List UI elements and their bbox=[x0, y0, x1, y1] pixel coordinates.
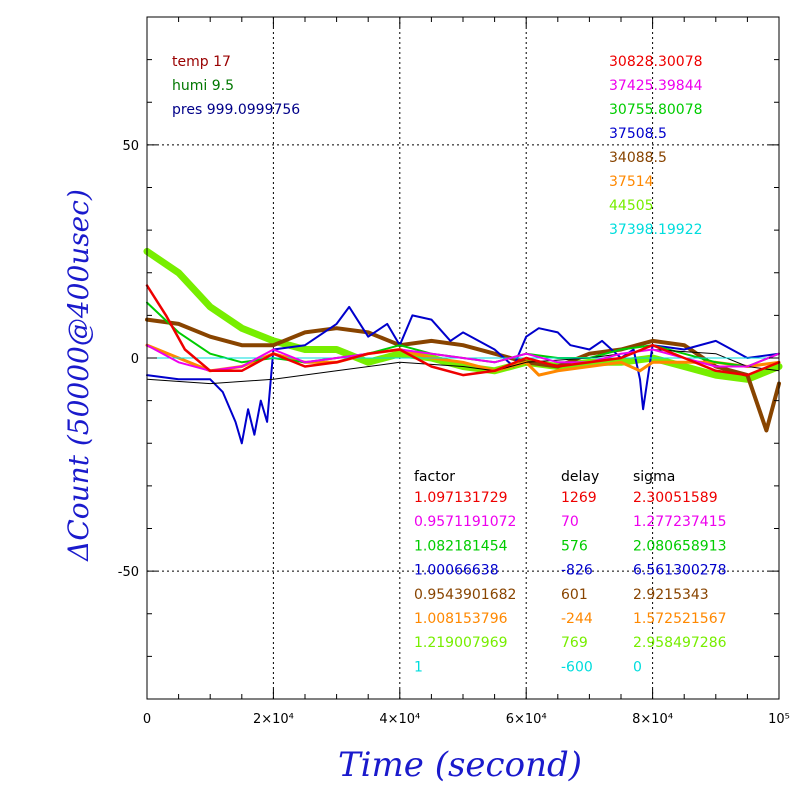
tick-labels: 0 2×10⁴ 4×10⁴ 6×10⁴ 8×10⁴ 10⁵ 50 0 -50 bbox=[118, 139, 790, 727]
table-cell-delay: 1269 bbox=[561, 490, 597, 506]
count-annotation: 34088.5 bbox=[609, 150, 667, 166]
x-tick-label: 0 bbox=[143, 712, 151, 727]
y-tick-label: 0 bbox=[131, 352, 139, 367]
env-annotation: pres 999.0999756 bbox=[172, 102, 300, 118]
table-cell-delay: -600 bbox=[561, 659, 593, 675]
series-group bbox=[143, 247, 783, 445]
table-cell-sigma: 6.561300278 bbox=[633, 563, 727, 579]
table-cell-delay: -244 bbox=[561, 611, 593, 627]
annotations: temp 17 humi 9.5 pres 999.0999756 30828.300… bbox=[172, 54, 727, 675]
series-line-7 bbox=[146, 344, 780, 372]
series-line-1 bbox=[145, 317, 781, 433]
count-annotation: 37425.39844 bbox=[609, 78, 703, 94]
count-annotation: 37514 bbox=[609, 174, 654, 190]
table-cell-delay: 576 bbox=[561, 538, 588, 554]
x-tick-label: 8×10⁴ bbox=[632, 712, 673, 727]
table-cell-factor: 1.008153796 bbox=[414, 611, 508, 627]
table-cell-factor: 1.082181454 bbox=[414, 538, 508, 554]
table-cell-sigma: 1.572521567 bbox=[633, 611, 727, 627]
table-cell-factor: 1 bbox=[414, 659, 423, 675]
table-cell-factor: 0.9571191072 bbox=[414, 514, 516, 530]
table-cell-sigma: 0 bbox=[633, 659, 642, 675]
x-tick-label: 6×10⁴ bbox=[506, 712, 547, 727]
table-cell-factor: 0.9543901682 bbox=[414, 587, 516, 603]
x-tick-label: 10⁵ bbox=[768, 712, 790, 727]
x-tick-label: 4×10⁴ bbox=[379, 712, 420, 727]
y-tick-label: -50 bbox=[118, 565, 139, 580]
table-cell-delay: 70 bbox=[561, 514, 579, 530]
count-annotation: 44505 bbox=[609, 198, 654, 214]
table-header-delay: delay bbox=[561, 469, 599, 485]
table-cell-factor: 1.097131729 bbox=[414, 490, 508, 506]
count-annotation: 37398.19922 bbox=[609, 222, 703, 238]
table-cell-sigma: 2.958497286 bbox=[633, 635, 727, 651]
count-annotation: 30755.80078 bbox=[609, 102, 703, 118]
env-annotation: humi 9.5 bbox=[172, 78, 234, 94]
series-line-0 bbox=[143, 247, 783, 383]
y-tick-label: 50 bbox=[122, 139, 139, 154]
table-cell-delay: -826 bbox=[561, 563, 593, 579]
x-axis-label: Time (second) bbox=[338, 745, 582, 785]
series-line-2 bbox=[146, 305, 780, 445]
table-cell-sigma: 2.9215343 bbox=[633, 587, 709, 603]
table-cell-factor: 1.219007969 bbox=[414, 635, 508, 651]
table-cell-sigma: 2.080658913 bbox=[633, 538, 727, 554]
env-annotation: temp 17 bbox=[172, 54, 231, 70]
series-line-8 bbox=[145, 284, 781, 377]
table-cell-delay: 601 bbox=[561, 587, 588, 603]
table-header-factor: factor bbox=[414, 469, 455, 485]
table-cell-sigma: 1.277237415 bbox=[633, 514, 727, 530]
count-annotation: 37508.5 bbox=[609, 126, 667, 142]
table-cell-factor: 1.00066638 bbox=[414, 563, 499, 579]
table-cell-sigma: 2.30051589 bbox=[633, 490, 718, 506]
axes bbox=[146, 16, 780, 700]
count-annotation: 30828.30078 bbox=[609, 54, 703, 70]
y-axis-label: ΔCount (50000@400usec) bbox=[62, 189, 95, 562]
table-cell-delay: 769 bbox=[561, 635, 588, 651]
x-tick-label: 2×10⁴ bbox=[253, 712, 294, 727]
table-header-sigma: sigma bbox=[633, 469, 675, 485]
